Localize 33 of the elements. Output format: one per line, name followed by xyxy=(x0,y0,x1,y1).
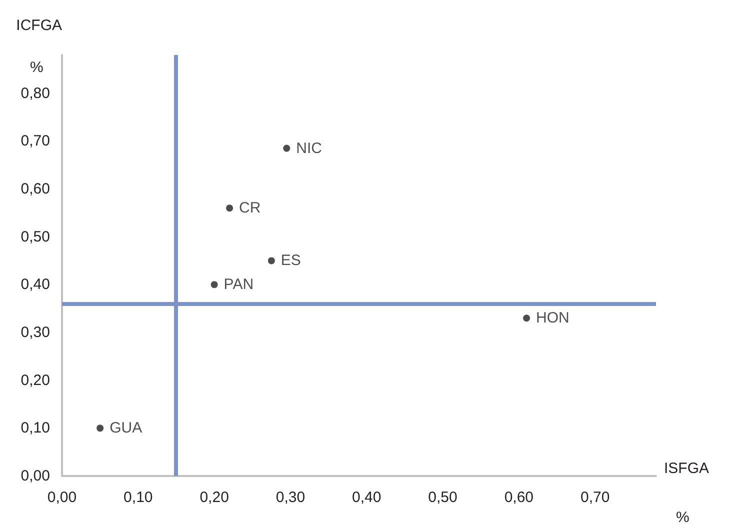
x-tick-label: 0,30 xyxy=(276,489,306,506)
series-label: ES xyxy=(280,252,301,270)
point xyxy=(268,257,275,264)
y-tick-label: 0,30 xyxy=(20,324,50,341)
text: % xyxy=(676,509,690,526)
x-tick-label: 0,20 xyxy=(200,489,229,506)
x-tick-label: 0,40 xyxy=(352,489,382,506)
x-axis-title: ISFGA xyxy=(664,460,710,477)
y-tick-label: 0,70 xyxy=(20,132,50,150)
point xyxy=(96,424,104,432)
y-tick-label: 0,50 xyxy=(20,228,50,246)
series-label: NIC xyxy=(296,140,322,157)
y-tick-label: 0,20 xyxy=(20,372,50,389)
y-tick-label: 0,60 xyxy=(20,180,50,198)
y-tick-label: 0,40 xyxy=(20,276,50,294)
y-tick-label: 0,80 xyxy=(20,84,50,102)
series-label: PAN xyxy=(224,276,254,294)
y-tick-label: 0,00 xyxy=(20,468,50,484)
text: % xyxy=(30,59,44,76)
y-axis-title: ICFGA xyxy=(16,17,62,34)
x-tick-label: 0,00 xyxy=(47,489,77,506)
x-tick-label: 0,70 xyxy=(580,489,610,506)
point xyxy=(523,314,530,322)
x-tick-label: 0,10 xyxy=(124,489,153,506)
series-label: HON xyxy=(536,310,570,327)
series-label: CR xyxy=(239,200,261,217)
series-label: GUA xyxy=(110,420,142,437)
point xyxy=(283,144,290,152)
y-tick-label: 0,10 xyxy=(20,420,50,437)
point xyxy=(210,281,218,288)
point xyxy=(226,204,234,212)
x-tick-label: 0,60 xyxy=(504,489,534,506)
x-tick-label: 0,50 xyxy=(428,489,458,506)
